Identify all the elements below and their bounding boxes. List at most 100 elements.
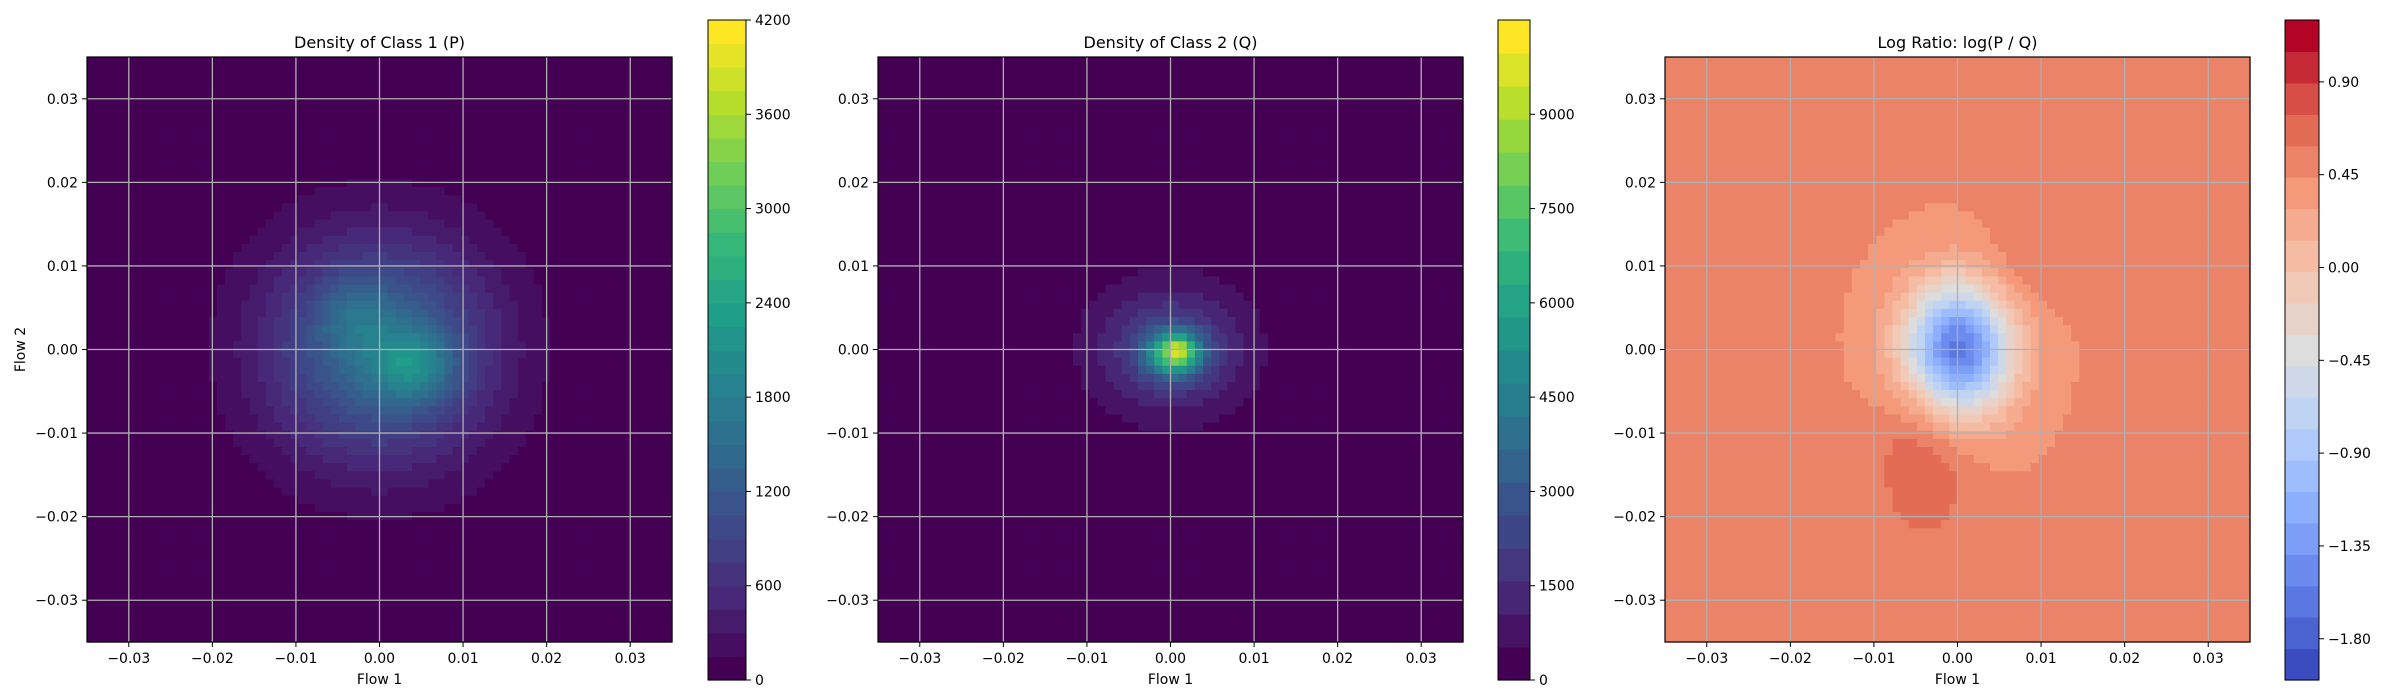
heatmap-cell (631, 211, 641, 221)
heatmap-cell (444, 227, 454, 237)
heatmap-cell (306, 422, 316, 432)
heatmap-cell (217, 130, 226, 139)
heatmap-cell (363, 479, 372, 489)
heatmap-cell (590, 447, 600, 456)
heatmap-cell (265, 97, 275, 107)
heatmap-cell (444, 211, 454, 221)
heatmap-cell (493, 349, 502, 359)
heatmap-cell (395, 390, 405, 399)
heatmap-cell (282, 455, 291, 464)
heatmap-cell (241, 438, 251, 448)
heatmap-cell (444, 560, 454, 570)
heatmap-cell (306, 390, 316, 399)
heatmap-cell (135, 81, 145, 91)
heatmap-cell (168, 568, 177, 578)
heatmap-cell (403, 97, 413, 107)
heatmap-cell (338, 317, 348, 326)
heatmap-cell (623, 122, 632, 131)
heatmap-cell (111, 308, 121, 318)
heatmap-cell (598, 528, 608, 537)
heatmap-cell (444, 162, 454, 172)
heatmap-cell (420, 447, 429, 456)
heatmap-cell (273, 479, 283, 489)
heatmap-cell (631, 577, 641, 586)
heatmap-cell (444, 585, 454, 594)
heatmap-cell (265, 300, 275, 310)
heatmap-cell (176, 349, 186, 359)
heatmap-cell (135, 333, 145, 342)
heatmap-cell (363, 105, 372, 115)
heatmap-cell (436, 609, 446, 619)
heatmap-cell (598, 113, 608, 123)
heatmap-cell (598, 178, 608, 188)
heatmap-cell (493, 341, 502, 351)
heatmap-cell (615, 544, 624, 554)
heatmap-cell (265, 577, 275, 586)
heatmap-cell (533, 292, 543, 302)
heatmap-cell (119, 357, 129, 367)
heatmap-cell (338, 349, 348, 359)
heatmap-cell (257, 609, 267, 619)
heatmap-cell (525, 308, 535, 318)
heatmap-cell (306, 81, 316, 91)
heatmap-cell (493, 593, 502, 602)
heatmap-cell (330, 398, 340, 407)
heatmap-cell (428, 455, 437, 464)
heatmap-cell (135, 463, 145, 472)
heatmap-cell (525, 455, 535, 464)
heatmap-cell (477, 178, 486, 188)
heatmap-cell (598, 406, 608, 416)
heatmap-cell (615, 162, 624, 172)
heatmap-cell (241, 227, 251, 237)
heatmap-cell (233, 609, 242, 619)
heatmap-cell (87, 406, 96, 416)
heatmap-cell (566, 593, 576, 602)
heatmap-cell (217, 146, 226, 156)
heatmap-cell (582, 105, 592, 115)
heatmap-cell (168, 577, 177, 586)
heatmap-cell (322, 219, 332, 229)
heatmap-cell (347, 365, 356, 375)
heatmap-cell (355, 365, 364, 375)
heatmap-cell (501, 113, 511, 123)
heatmap-cell (87, 300, 96, 310)
heatmap-cell (290, 260, 299, 269)
heatmap-cell (412, 341, 421, 351)
heatmap-cell (249, 422, 259, 432)
heatmap-cell (623, 325, 632, 334)
heatmap-cell (119, 390, 129, 399)
heatmap-cell (95, 487, 104, 497)
heatmap-cell (558, 503, 567, 513)
heatmap-cell (647, 73, 657, 82)
heatmap-cell (265, 154, 275, 164)
heatmap-cell (607, 162, 616, 172)
heatmap-cell (379, 373, 389, 383)
heatmap-cell (468, 130, 478, 139)
heatmap-cell (241, 568, 251, 578)
heatmap-cell (412, 479, 421, 489)
heatmap-cell (379, 414, 389, 424)
heatmap-cell (452, 211, 462, 221)
heatmap-cell (249, 260, 259, 269)
heatmap-cell (428, 333, 437, 342)
heatmap-cell (330, 341, 340, 351)
heatmap-cell (330, 560, 340, 570)
heatmap-cell (192, 528, 202, 537)
heatmap-cell (347, 560, 356, 570)
heatmap-cell (168, 300, 177, 310)
heatmap-cell (387, 268, 397, 277)
heatmap-cell (485, 487, 494, 497)
heatmap-cell (444, 414, 454, 424)
heatmap-cell (460, 113, 470, 123)
heatmap-cell (387, 65, 397, 74)
heatmap-cell (282, 479, 291, 489)
heatmap-cell (176, 503, 186, 513)
heatmap-cell (249, 252, 259, 261)
heatmap-cell (208, 235, 218, 245)
heatmap-cell (347, 308, 356, 318)
heatmap-cell (582, 438, 592, 448)
heatmap-cell (550, 211, 559, 221)
heatmap-cell (582, 97, 592, 107)
heatmap-cell (363, 503, 372, 513)
heatmap-cell (249, 65, 259, 74)
